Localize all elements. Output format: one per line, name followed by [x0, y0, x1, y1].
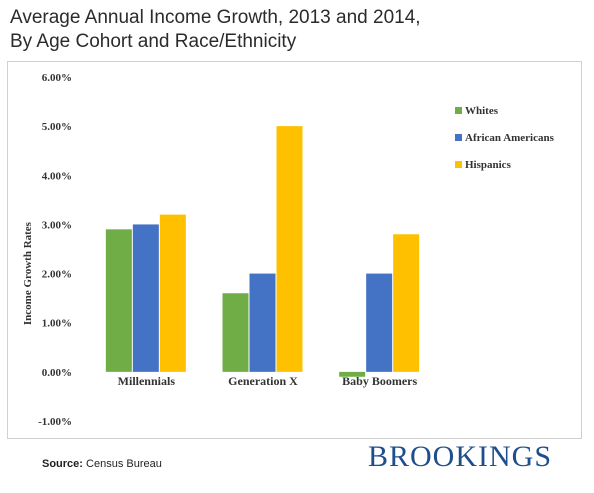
bar-hispanics-generation-x	[276, 126, 303, 372]
x-category-label: Generation X	[228, 374, 298, 388]
bar-african-americans-baby-boomers	[366, 273, 393, 372]
bar-chart: 6.00% 5.00% 4.00% 3.00% 2.00% 1.00% 0.00% -1.00…	[22, 72, 555, 428]
chart-title: Average Annual Income Growth, 2013 and 2…	[10, 6, 580, 54]
chart-frame: 6.00% 5.00% 4.00% 3.00% 2.00% 1.00% 0.00% -1.00…	[7, 61, 582, 439]
legend-swatch-hispanics	[455, 161, 462, 168]
y-tick-label: 0.00%	[42, 367, 72, 379]
bar-african-americans-millennials	[132, 224, 159, 372]
source-label: Source:	[42, 458, 83, 470]
bar-whites-millennials	[105, 229, 132, 372]
legend-label-whites: Whites	[465, 105, 499, 117]
x-category-label: Millennials	[118, 374, 176, 388]
legend-label-african-americans: African Americans	[465, 132, 555, 144]
title-line-1: Average Annual Income Growth, 2013 and 2…	[10, 7, 421, 28]
bar-hispanics-baby-boomers	[393, 234, 420, 372]
legend-swatch-african-americans	[455, 134, 462, 141]
bar-whites-baby-boomers	[339, 371, 366, 377]
bar-whites-generation-x	[222, 293, 249, 372]
y-tick-label: 5.00%	[42, 121, 72, 133]
legend-label-hispanics: Hispanics	[465, 159, 512, 171]
y-axis-title: Income Growth Rates	[22, 221, 34, 325]
legend-swatch-whites	[455, 107, 462, 114]
source-text: Census Bureau	[86, 458, 162, 470]
source-note: Source: Census Bureau	[42, 458, 162, 470]
y-tick-label: 4.00%	[42, 170, 72, 182]
x-category-label: Baby Boomers	[342, 374, 417, 388]
bar-hispanics-millennials	[159, 214, 186, 372]
brookings-logo: BROOKINGS	[368, 440, 553, 473]
y-tick-label: -1.00%	[38, 416, 72, 428]
bar-african-americans-generation-x	[249, 273, 276, 372]
y-tick-label: 2.00%	[42, 269, 72, 281]
y-tick-label: 3.00%	[42, 219, 72, 231]
y-tick-label: 6.00%	[42, 72, 72, 84]
y-tick-label: 1.00%	[42, 318, 72, 330]
title-line-2: By Age Cohort and Race/Ethnicity	[10, 31, 297, 52]
